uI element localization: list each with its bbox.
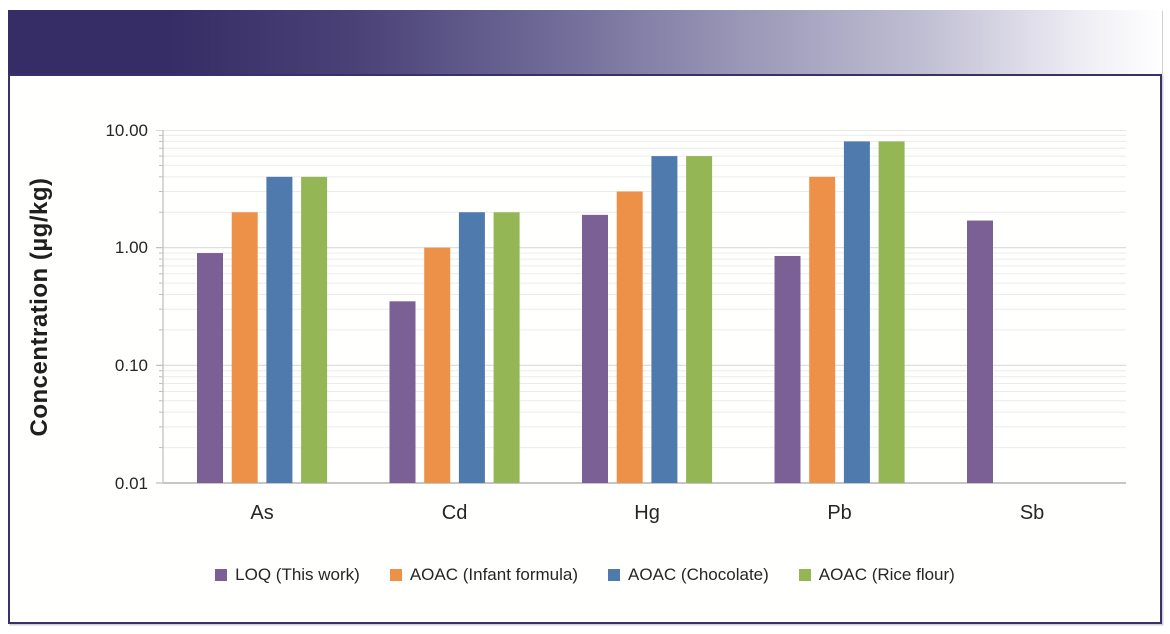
legend-swatch-icon	[608, 569, 621, 581]
x-tick-label-as: As	[250, 502, 274, 524]
legend-item: AOAC (Chocolate)	[608, 565, 769, 585]
legend-item: LOQ (This work)	[215, 565, 360, 585]
title-banner	[8, 10, 1162, 74]
bar-aoac-chocolate--cd	[458, 212, 485, 483]
legend-swatch-icon	[389, 569, 402, 581]
bar-aoac-rice-flour--cd	[493, 212, 520, 483]
bar-loq-this-work--as	[197, 253, 223, 483]
x-tick-label-hg: Hg	[634, 502, 660, 524]
legend-label: AOAC (Infant formula)	[409, 565, 579, 584]
bar-aoac-rice-flour--as	[301, 176, 328, 483]
y-tick-label: 10.00	[105, 120, 148, 140]
bar-aoac-rice-flour--hg	[686, 156, 713, 484]
chart-frame: Concentration (µg/kg) 10.00 1.00 0.10 0.01 …	[8, 74, 1162, 624]
bar-loq-this-work--sb	[967, 220, 993, 483]
y-tick-label: 1.00	[114, 238, 148, 258]
x-tick-label-sb: Sb	[1019, 502, 1045, 524]
bar-aoac-rice-flour--pb	[878, 141, 905, 483]
bar-aoac-chocolate--as	[266, 176, 293, 483]
bar-aoac-infant-formula--hg	[616, 191, 643, 483]
bar-loq-this-work--cd	[389, 301, 416, 483]
y-axis-title: Concentration (µg/kg)	[26, 177, 53, 437]
x-tick-label-pb: Pb	[827, 502, 852, 524]
bar-aoac-chocolate--pb	[843, 141, 870, 483]
y-tick-label: 0.01	[114, 473, 148, 493]
bar-aoac-infant-formula--pb	[809, 176, 836, 483]
legend-label: AOAC (Chocolate)	[628, 565, 769, 584]
legend-swatch-icon	[798, 569, 811, 581]
y-tick-label: 0.10	[114, 355, 148, 375]
chart-area: Concentration (µg/kg) 10.00 1.00 0.10 0.01 …	[10, 76, 1160, 622]
legend-item: AOAC (Rice flour)	[798, 565, 955, 585]
plot-area	[156, 130, 1126, 484]
legend-item: AOAC (Infant formula)	[389, 565, 579, 585]
legend: LOQ (This work) AOAC (Infant formula) AOAC…	[10, 564, 1160, 586]
bar-aoac-chocolate--hg	[651, 156, 678, 484]
bar-loq-this-work--hg	[582, 214, 608, 483]
bar-aoac-infant-formula--as	[231, 212, 258, 483]
legend-label: AOAC (Rice flour)	[818, 565, 955, 584]
legend-swatch-icon	[215, 569, 228, 581]
bar-aoac-infant-formula--cd	[424, 247, 451, 483]
legend-label: LOQ (This work)	[235, 565, 360, 584]
x-tick-label-cd: Cd	[441, 502, 468, 524]
bar-loq-this-work--pb	[774, 255, 801, 483]
